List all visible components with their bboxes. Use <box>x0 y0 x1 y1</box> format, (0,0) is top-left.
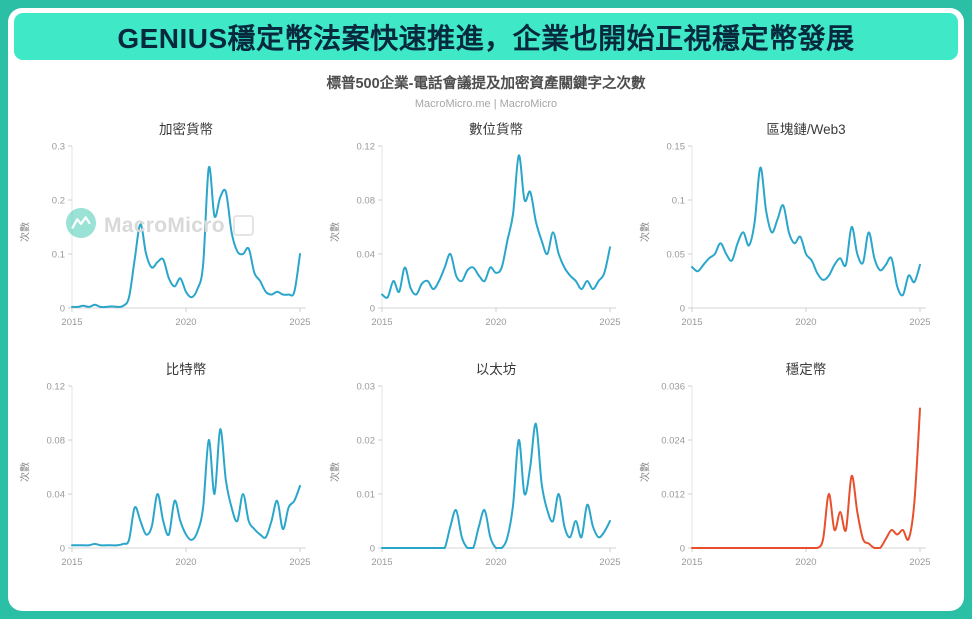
y-tick-label: 0.1 <box>672 196 685 207</box>
y-axis-label: 次數 <box>330 462 342 482</box>
y-tick-label: 0 <box>370 304 375 315</box>
y-tick-label: 0.05 <box>667 250 686 261</box>
y-axis-label: 次數 <box>20 222 32 242</box>
chart-group-subtitle: 標普500企業-電話會議提及加密資產關鍵字之次數 <box>326 76 646 92</box>
y-tick-label: 0.15 <box>667 142 686 153</box>
y-tick-label: 0.1 <box>52 250 65 261</box>
x-tick-label: 2015 <box>681 557 702 568</box>
charts-grid: 加密貨幣 次數 0 0.1 0.2 0.3 2015 2020 2025 MacroMicr… <box>8 110 964 590</box>
y-tick-label: 0.012 <box>661 490 685 501</box>
y-tick-label: 0 <box>60 304 65 315</box>
y-tick-label: 0 <box>680 544 685 555</box>
y-tick-label: 0.08 <box>357 196 376 207</box>
chart-body: 次數 0 0.012 0.024 0.036 2015 2020 2025 <box>641 376 948 574</box>
chart-canvas: 0 0.01 0.02 0.03 2015 2020 2025 <box>357 382 621 569</box>
chart-body: 次數 0 0.1 0.2 0.3 2015 2020 2025 MacroMicro <box>21 136 328 334</box>
chart-canvas: 0 0.1 0.2 0.3 2015 2020 2025 <box>52 142 311 329</box>
chart-title: 穩定幣 <box>785 362 827 377</box>
chart-body: 次數 0 0.04 0.08 0.12 2015 2020 2025 <box>21 376 328 574</box>
y-tick-label: 0.3 <box>52 142 65 153</box>
x-tick-label: 2025 <box>599 557 620 568</box>
x-tick-label: 2025 <box>289 557 310 568</box>
chart-body: 次數 0 0.05 0.1 0.15 2015 2020 2025 <box>641 136 948 334</box>
infographic-card: GENIUS穩定幣法案快速推進，企業也開始正視穩定幣發展 標普500企業-電話會… <box>8 8 964 611</box>
y-tick-label: 0.04 <box>47 490 66 501</box>
y-tick-label: 0.08 <box>47 436 66 447</box>
y-tick-label: 0.02 <box>357 436 376 447</box>
chart-canvas: 0 0.05 0.1 0.15 2015 2020 2025 <box>667 142 931 329</box>
chart-panel: 區塊鏈/Web3 次數 0 0.05 0.1 0.15 2015 2020 2025 <box>641 116 948 350</box>
x-tick-label: 2020 <box>795 557 816 568</box>
y-tick-label: 0.01 <box>357 490 376 501</box>
chart-title: 加密貨幣 <box>159 122 213 137</box>
chart-title: 以太坊 <box>475 362 517 377</box>
chart-body: 次數 0 0.01 0.02 0.03 2015 2020 2025 <box>331 376 638 574</box>
source-attribution: MacroMicro.me | MacroMicro <box>414 98 558 110</box>
x-tick-label: 2020 <box>485 557 506 568</box>
y-tick-label: 0.12 <box>47 382 66 393</box>
y-tick-label: 0.036 <box>661 382 685 393</box>
y-tick-label: 0.04 <box>357 250 376 261</box>
line-series <box>71 165 301 309</box>
y-tick-label: 0.2 <box>52 196 65 207</box>
chart-panel: 比特幣 次數 0 0.04 0.08 0.12 2015 2020 2025 <box>21 356 328 590</box>
chart-title: 數位貨幣 <box>469 122 523 137</box>
y-axis-label: 次數 <box>640 462 652 482</box>
chart-canvas: 0 0.04 0.08 0.12 2015 2020 2025 <box>47 382 311 569</box>
y-axis-label: 次數 <box>640 222 652 242</box>
x-tick-label: 2025 <box>909 317 930 328</box>
chart-title: 比特幣 <box>165 362 207 377</box>
chart-body: 次數 0 0.04 0.08 0.12 2015 2020 2025 <box>331 136 638 334</box>
y-tick-label: 0 <box>60 544 65 555</box>
y-tick-label: 0.12 <box>357 142 376 153</box>
x-tick-label: 2015 <box>371 317 392 328</box>
y-tick-label: 0 <box>370 544 375 555</box>
y-tick-label: 0.024 <box>661 436 685 447</box>
line-series <box>691 407 921 549</box>
line-series <box>71 428 301 547</box>
y-axis-label: 次數 <box>330 222 342 242</box>
chart-panel: 加密貨幣 次數 0 0.1 0.2 0.3 2015 2020 2025 MacroMicr… <box>21 116 328 350</box>
chart-panel: 以太坊 次數 0 0.01 0.02 0.03 2015 2020 2025 <box>331 356 638 590</box>
chart-canvas: 0 0.04 0.08 0.12 2015 2020 2025 <box>357 142 621 329</box>
y-tick-label: 0 <box>680 304 685 315</box>
x-tick-label: 2020 <box>795 317 816 328</box>
x-tick-label: 2025 <box>909 557 930 568</box>
y-axis-label: 次數 <box>20 462 32 482</box>
chart-panel: 數位貨幣 次數 0 0.04 0.08 0.12 2015 2020 2025 <box>331 116 638 350</box>
chart-canvas: 0 0.012 0.024 0.036 2015 2020 2025 <box>661 382 930 569</box>
x-tick-label: 2025 <box>599 317 620 328</box>
banner: GENIUS穩定幣法案快速推進，企業也開始正視穩定幣發展 <box>14 13 958 60</box>
x-tick-label: 2015 <box>681 317 702 328</box>
x-tick-label: 2015 <box>61 557 82 568</box>
y-tick-label: 0.03 <box>357 382 376 393</box>
chart-title: 區塊鏈/Web3 <box>766 122 846 137</box>
line-series <box>381 422 611 549</box>
banner-title: GENIUS穩定幣法案快速推進，企業也開始正視穩定幣發展 <box>117 22 855 54</box>
chart-panel: 穩定幣 次數 0 0.012 0.024 0.036 2015 2020 2025 <box>641 356 948 590</box>
line-series <box>691 166 921 297</box>
x-tick-label: 2015 <box>61 317 82 328</box>
line-series <box>381 154 611 299</box>
x-tick-label: 2025 <box>289 317 310 328</box>
x-tick-label: 2020 <box>175 317 196 328</box>
x-tick-label: 2020 <box>175 557 196 568</box>
x-tick-label: 2020 <box>485 317 506 328</box>
x-tick-label: 2015 <box>371 557 392 568</box>
